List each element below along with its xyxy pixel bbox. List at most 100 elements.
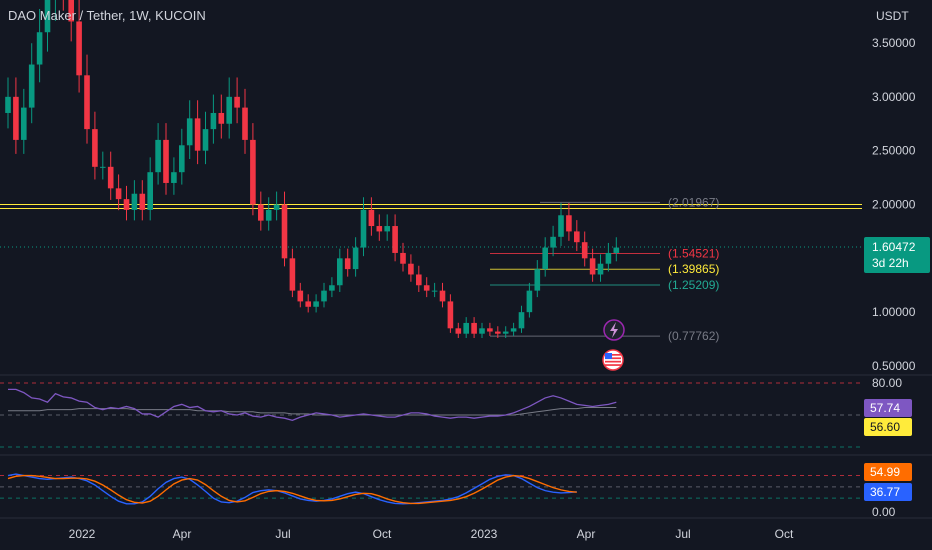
candle-body bbox=[226, 96, 232, 124]
candle-body bbox=[242, 107, 248, 140]
candle-body bbox=[613, 247, 620, 253]
candle-body bbox=[36, 32, 43, 65]
candle-body bbox=[510, 328, 517, 332]
symbol-title: DAO Maker / Tether, 1W, KUCOIN bbox=[8, 8, 206, 23]
candle-body bbox=[408, 263, 414, 275]
candle-body bbox=[28, 64, 35, 108]
candle-body bbox=[234, 96, 240, 108]
lightning-icon-bolt bbox=[610, 322, 618, 338]
stoch-k-tag-bg bbox=[864, 463, 912, 481]
candle-body bbox=[186, 118, 193, 146]
candle-body bbox=[463, 322, 469, 334]
candle-body bbox=[431, 290, 438, 292]
candle-body bbox=[92, 129, 98, 167]
time-tick-label: Oct bbox=[373, 527, 392, 541]
candle-body bbox=[218, 112, 225, 124]
price-axis[interactable]: USDT 3.50000 3.00000 2.50000 2.00000 1.00000 0… bbox=[864, 9, 930, 519]
level-label: (1.54521) bbox=[668, 246, 719, 260]
candle-body bbox=[171, 172, 177, 183]
candle-body bbox=[337, 258, 343, 286]
time-axis[interactable]: 2022 Apr Jul Oct 2023 Apr Jul Oct bbox=[69, 527, 794, 541]
price-tick-label: 1.00000 bbox=[872, 305, 916, 319]
level-label: (1.39865) bbox=[668, 262, 719, 276]
time-tick-label: 2022 bbox=[69, 527, 96, 541]
candle-body bbox=[479, 328, 485, 334]
candle-body bbox=[321, 290, 327, 302]
level-label: (0.77762) bbox=[668, 329, 719, 343]
time-tick-label: Oct bbox=[775, 527, 794, 541]
us-flag-icon bbox=[602, 349, 624, 371]
candle-body bbox=[84, 75, 90, 130]
candle-body bbox=[210, 112, 217, 130]
time-tick-label: Jul bbox=[275, 527, 290, 541]
candle-body bbox=[281, 204, 288, 259]
candle-body bbox=[368, 209, 375, 227]
candle-body bbox=[139, 193, 146, 210]
stoch-d-tag-bg bbox=[864, 483, 912, 501]
candle-body bbox=[258, 204, 264, 221]
us-flag-icon-stripe bbox=[605, 360, 621, 363]
candle-body bbox=[597, 263, 604, 275]
grid-lines bbox=[0, 204, 932, 519]
candle-body bbox=[179, 145, 185, 173]
candle-body bbox=[566, 215, 572, 232]
rsi-ma-tag: 56.60 bbox=[870, 420, 900, 434]
us-flag-icon-stripe bbox=[605, 364, 621, 366]
candle-body bbox=[502, 331, 509, 334]
candle-body bbox=[155, 139, 161, 173]
candlestick-series bbox=[5, 0, 620, 339]
candle-body bbox=[265, 209, 272, 221]
stoch-pane bbox=[0, 473, 862, 505]
price-tick-label: 2.50000 bbox=[872, 144, 916, 158]
time-tick-label: Apr bbox=[173, 527, 192, 541]
last-price-tag-bg bbox=[864, 237, 930, 274]
price-tick-label: 3.50000 bbox=[872, 36, 916, 50]
candle-body bbox=[305, 301, 311, 307]
candle-body bbox=[21, 107, 27, 140]
candle-body bbox=[68, 0, 74, 22]
candle-body bbox=[131, 193, 138, 210]
rsi-top-label: 80.00 bbox=[872, 376, 902, 390]
candle-body bbox=[550, 236, 556, 248]
candle-body bbox=[526, 290, 533, 313]
level-label: (2.01967) bbox=[668, 195, 719, 209]
rsi-value-tag-bg bbox=[864, 399, 912, 417]
candle-body bbox=[376, 226, 383, 232]
candle-body bbox=[581, 242, 588, 259]
countdown-value: 3d 22h bbox=[872, 256, 909, 270]
candle-body bbox=[194, 118, 201, 151]
us-flag-icon-canton bbox=[605, 353, 612, 359]
candle-body bbox=[400, 252, 406, 264]
candle-body bbox=[487, 328, 493, 332]
candle-body bbox=[13, 96, 19, 140]
candle-body bbox=[273, 204, 280, 210]
candle-body bbox=[518, 312, 525, 329]
candle-body bbox=[115, 188, 122, 200]
candle-body bbox=[392, 226, 398, 253]
candle-body bbox=[352, 247, 359, 270]
candle-body bbox=[605, 252, 612, 264]
stoch-d-line bbox=[7, 474, 577, 505]
stoch-k-tag: 54.99 bbox=[870, 465, 900, 479]
candle-body bbox=[495, 331, 501, 334]
us-flag-icon-stripe bbox=[605, 354, 621, 356]
candle-body bbox=[360, 209, 367, 248]
candle-body bbox=[542, 247, 548, 270]
candle-body bbox=[5, 96, 11, 113]
stoch-bottom-label: 0.00 bbox=[872, 505, 896, 519]
candle-body bbox=[163, 139, 169, 183]
candle-body bbox=[589, 258, 596, 275]
candle-body bbox=[76, 21, 82, 76]
candle-body bbox=[202, 129, 209, 151]
candle-body bbox=[574, 231, 580, 243]
stoch-d-tag: 36.77 bbox=[870, 485, 900, 499]
time-tick-label: Apr bbox=[577, 527, 596, 541]
candle-body bbox=[471, 322, 477, 334]
us-flag-icon-stripe bbox=[605, 357, 621, 360]
candle-body bbox=[558, 215, 564, 237]
time-tick-label: Jul bbox=[675, 527, 690, 541]
event-icons[interactable] bbox=[602, 319, 625, 371]
price-tick-label: 3.00000 bbox=[872, 90, 916, 104]
rsi-value-tag: 57.74 bbox=[870, 401, 900, 415]
